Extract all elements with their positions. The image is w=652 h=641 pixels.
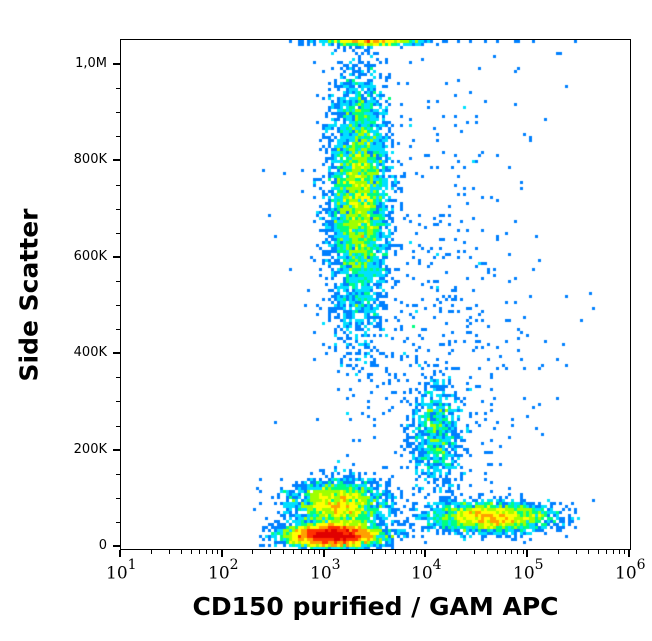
y-major-tick bbox=[113, 352, 120, 354]
tick-exponent: 6 bbox=[636, 557, 646, 573]
x-minor-tick bbox=[395, 550, 396, 554]
x-tick-label: 101 bbox=[106, 557, 137, 584]
x-minor-tick bbox=[505, 550, 506, 554]
x-major-tick bbox=[221, 550, 223, 557]
tick-base: 10 bbox=[411, 563, 433, 584]
y-minor-tick bbox=[116, 522, 120, 523]
y-minor-tick bbox=[116, 498, 120, 499]
x-minor-tick bbox=[576, 550, 577, 554]
y-minor-tick bbox=[116, 401, 120, 402]
x-minor-tick bbox=[293, 550, 294, 554]
tick-exponent: 1 bbox=[127, 557, 137, 573]
x-axis-title: CD150 purified / GAM APC bbox=[192, 592, 559, 621]
x-minor-tick bbox=[199, 550, 200, 554]
x-minor-tick bbox=[151, 550, 152, 554]
x-minor-tick bbox=[517, 550, 518, 554]
x-minor-tick bbox=[212, 550, 213, 554]
x-minor-tick bbox=[283, 550, 284, 554]
y-minor-tick bbox=[116, 209, 120, 210]
y-tick-label: 400K bbox=[73, 345, 107, 360]
x-minor-tick bbox=[270, 550, 271, 554]
x-minor-tick bbox=[619, 550, 620, 554]
y-minor-tick bbox=[116, 112, 120, 113]
x-minor-tick bbox=[558, 550, 559, 554]
y-minor-tick bbox=[116, 377, 120, 378]
x-tick-label: 103 bbox=[310, 557, 341, 584]
x-minor-tick bbox=[169, 550, 170, 554]
x-minor-tick bbox=[301, 550, 302, 554]
y-axis-title: Side Scatter bbox=[14, 208, 44, 382]
y-minor-tick bbox=[116, 185, 120, 186]
y-minor-tick bbox=[116, 305, 120, 306]
x-tick-label: 105 bbox=[513, 557, 544, 584]
x-minor-tick bbox=[206, 550, 207, 554]
y-minor-tick bbox=[116, 426, 120, 427]
y-tick-label: 600K bbox=[73, 249, 107, 264]
x-major-tick bbox=[424, 550, 426, 557]
x-minor-tick bbox=[319, 550, 320, 554]
x-minor-tick bbox=[497, 550, 498, 554]
y-tick-label: 0 bbox=[98, 538, 107, 553]
y-major-tick bbox=[113, 159, 120, 161]
x-minor-tick bbox=[456, 550, 457, 554]
y-minor-tick bbox=[116, 281, 120, 282]
y-minor-tick bbox=[116, 329, 120, 330]
tick-exponent: 3 bbox=[331, 557, 341, 573]
x-minor-tick bbox=[354, 550, 355, 554]
x-minor-tick bbox=[474, 550, 475, 554]
x-minor-tick bbox=[314, 550, 315, 554]
x-minor-tick bbox=[606, 550, 607, 554]
tick-exponent: 5 bbox=[534, 557, 544, 573]
x-minor-tick bbox=[252, 550, 253, 554]
y-major-tick bbox=[113, 449, 120, 451]
y-tick-label: 1,0M bbox=[75, 56, 107, 71]
tick-exponent: 4 bbox=[432, 557, 442, 573]
density-scatter-plot bbox=[121, 40, 630, 549]
x-minor-tick bbox=[421, 550, 422, 554]
x-major-tick bbox=[526, 550, 528, 557]
x-minor-tick bbox=[487, 550, 488, 554]
x-minor-tick bbox=[217, 550, 218, 554]
tick-base: 10 bbox=[310, 563, 332, 584]
tick-base: 10 bbox=[615, 563, 637, 584]
x-tick-label: 106 bbox=[615, 557, 646, 584]
x-tick-label: 104 bbox=[411, 557, 442, 584]
x-minor-tick bbox=[624, 550, 625, 554]
x-minor-tick bbox=[511, 550, 512, 554]
y-tick-label: 200K bbox=[73, 442, 107, 457]
x-minor-tick bbox=[372, 550, 373, 554]
x-minor-tick bbox=[385, 550, 386, 554]
x-minor-tick bbox=[403, 550, 404, 554]
x-minor-tick bbox=[308, 550, 309, 554]
x-minor-tick bbox=[181, 550, 182, 554]
x-major-tick bbox=[119, 550, 121, 557]
y-minor-tick bbox=[116, 474, 120, 475]
y-tick-label: 800K bbox=[73, 152, 107, 167]
tick-base: 10 bbox=[106, 563, 128, 584]
x-minor-tick bbox=[613, 550, 614, 554]
y-major-tick bbox=[113, 63, 120, 65]
x-major-tick bbox=[628, 550, 630, 557]
y-minor-tick bbox=[116, 233, 120, 234]
plot-area-frame bbox=[120, 39, 631, 550]
tick-base: 10 bbox=[513, 563, 535, 584]
tick-exponent: 2 bbox=[229, 557, 239, 573]
y-minor-tick bbox=[116, 136, 120, 137]
y-minor-tick bbox=[116, 88, 120, 89]
x-minor-tick bbox=[191, 550, 192, 554]
tick-base: 10 bbox=[208, 563, 230, 584]
x-major-tick bbox=[323, 550, 325, 557]
x-minor-tick bbox=[588, 550, 589, 554]
x-minor-tick bbox=[598, 550, 599, 554]
x-minor-tick bbox=[410, 550, 411, 554]
y-major-tick bbox=[113, 545, 120, 547]
y-major-tick bbox=[113, 256, 120, 258]
x-minor-tick bbox=[416, 550, 417, 554]
x-tick-label: 102 bbox=[208, 557, 239, 584]
x-minor-tick bbox=[523, 550, 524, 554]
